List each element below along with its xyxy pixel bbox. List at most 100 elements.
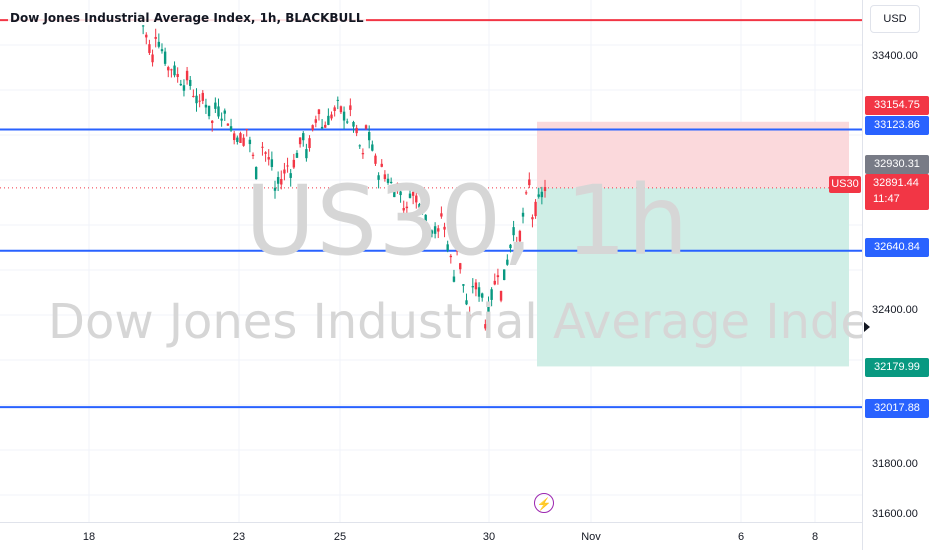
candle-body	[459, 263, 462, 270]
candle-body	[289, 173, 292, 178]
candle-body	[248, 139, 252, 145]
candle-body	[471, 286, 474, 288]
candle-body	[201, 92, 204, 101]
candle-body	[349, 105, 352, 110]
candle-body	[214, 102, 217, 109]
candle-body	[141, 25, 145, 27]
candle-body	[264, 152, 267, 154]
candle-body	[487, 301, 490, 317]
candle-body	[452, 276, 456, 282]
date-tick: 6	[737, 531, 745, 543]
candle-body	[154, 36, 157, 39]
lightning-icon[interactable]: ⚡	[534, 493, 554, 513]
candle-body	[424, 214, 427, 222]
price-tick: 33400.00	[872, 50, 918, 62]
candle-body	[295, 152, 299, 158]
candle-body	[418, 204, 421, 208]
candle-body	[352, 121, 355, 127]
symbol-price-tag: US30	[829, 176, 861, 193]
current-price: 32891.44	[873, 177, 919, 189]
candle-body	[283, 169, 286, 174]
candle-body	[220, 118, 223, 121]
candle-body	[537, 194, 540, 197]
chart-title: Dow Jones Industrial Average Index, 1h, …	[8, 11, 366, 25]
candle-body	[286, 165, 289, 167]
candle-body	[217, 106, 220, 117]
candle-body	[440, 213, 443, 217]
candle-body	[427, 230, 431, 232]
candle-body	[242, 137, 245, 146]
candle-body	[540, 191, 544, 198]
bar-countdown: 11:47	[873, 193, 900, 205]
chart-canvas[interactable]	[0, 0, 862, 522]
candle-body	[317, 109, 321, 115]
candle-body	[273, 187, 277, 191]
candle-body	[298, 137, 302, 145]
candle-body	[251, 154, 255, 156]
current-price-label: 32891.44 11:47	[865, 174, 929, 210]
candle-body	[204, 104, 208, 108]
candle-body	[393, 189, 396, 198]
name-watermark: Dow Jones Industrial Average Index	[48, 294, 862, 350]
candle-body	[383, 174, 387, 179]
candle-body	[361, 153, 365, 155]
candle-body	[396, 183, 399, 192]
candle-body	[229, 126, 233, 131]
candle-body	[151, 54, 154, 63]
candle-body	[408, 193, 412, 198]
candle-body	[502, 269, 506, 281]
candle-body	[245, 128, 248, 130]
candle-body	[474, 282, 478, 290]
chart-area[interactable]: US30, 1h Dow Jones Industrial Average In…	[0, 0, 862, 522]
candle-body	[336, 99, 339, 101]
time-axis[interactable]: 18 23 25 30 Nov 6 8	[0, 522, 862, 551]
candle-body	[443, 226, 446, 230]
candle-body	[411, 191, 415, 196]
candle-body	[167, 67, 170, 71]
price-tick: 31600.00	[872, 508, 918, 520]
candle-body	[415, 195, 418, 203]
date-tick: 8	[811, 531, 819, 543]
price-tick: 32400.00	[872, 304, 918, 316]
candle-body	[534, 201, 537, 217]
candle-body	[515, 244, 518, 255]
candle-body	[531, 217, 534, 220]
candle-body	[528, 179, 531, 186]
candle-body	[506, 259, 509, 265]
currency-button[interactable]: USD	[870, 5, 920, 33]
symbol-watermark: US30, 1h	[245, 165, 690, 277]
candle-body	[189, 79, 192, 86]
candle-body	[145, 34, 148, 38]
candle-body	[430, 230, 434, 234]
candle-body	[211, 120, 214, 123]
candle-body	[258, 190, 261, 193]
candle-body	[179, 83, 183, 86]
risk-zone	[537, 121, 849, 188]
price-axis[interactable]	[862, 0, 932, 550]
candle-body	[543, 187, 547, 192]
candle-body	[437, 228, 440, 232]
candle-body	[468, 314, 471, 318]
candle-body	[518, 230, 522, 242]
reward-zone	[537, 187, 849, 367]
candle-body	[254, 167, 258, 180]
candle-body	[160, 49, 164, 52]
date-tick: 23	[232, 531, 246, 543]
price-tick: 31800.00	[872, 458, 918, 470]
candle-body	[521, 212, 525, 217]
candle-body	[402, 207, 405, 211]
candle-body	[236, 137, 239, 142]
candle-body	[421, 206, 424, 211]
candle-body	[462, 284, 465, 286]
candle-body	[320, 126, 324, 129]
candle-body	[308, 138, 311, 149]
candle-body	[377, 175, 380, 180]
candle-body	[481, 293, 484, 298]
candle-body	[170, 69, 173, 71]
candle-body	[276, 177, 280, 184]
candle-body	[342, 111, 346, 121]
candle-body	[148, 44, 151, 53]
candle-body	[493, 280, 496, 285]
date-tick: 25	[333, 531, 347, 543]
scroll-right-icon[interactable]	[864, 322, 870, 332]
